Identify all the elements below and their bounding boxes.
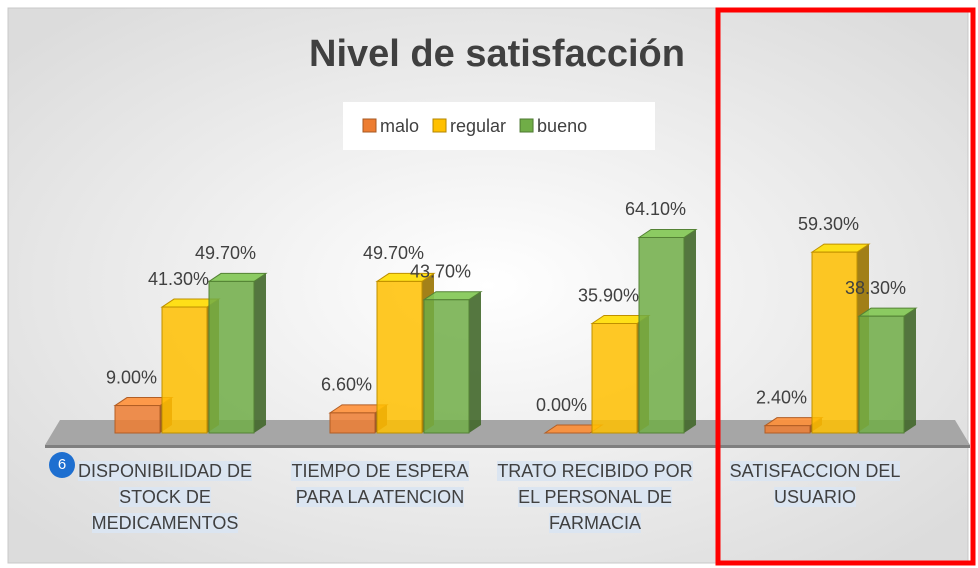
- value-label: 49.70%: [363, 243, 424, 263]
- value-label: 2.40%: [756, 387, 807, 407]
- floor: [45, 420, 970, 445]
- value-label: 43.70%: [410, 261, 471, 281]
- value-label: 9.00%: [106, 367, 157, 387]
- legend-swatch: [519, 118, 534, 133]
- bar-front: [161, 306, 208, 434]
- bar-front: [764, 425, 811, 434]
- bars: [113, 228, 918, 434]
- x-tick-label: DISPONIBILIDAD DE STOCK DE MEDICAMENTOS: [65, 458, 265, 536]
- bar-front: [423, 299, 470, 434]
- legend-label: malo: [380, 116, 419, 136]
- legend-box: [343, 102, 655, 150]
- x-tick-label: TIEMPO DE ESPERA PARA LA ATENCION: [280, 458, 480, 510]
- chart-title: Nivel de satisfacción: [309, 33, 685, 75]
- legend-swatch: [362, 118, 377, 133]
- legend-label: bueno: [537, 116, 587, 136]
- bar-front: [858, 315, 905, 434]
- bar: [422, 291, 483, 434]
- badge: 6: [49, 452, 75, 478]
- bar-side: [254, 273, 266, 433]
- bar-side: [469, 291, 481, 433]
- value-label: 35.90%: [578, 285, 639, 305]
- bar-side: [684, 229, 696, 433]
- value-label: 6.60%: [321, 375, 372, 395]
- bar-side: [904, 308, 916, 433]
- bar: [207, 272, 268, 434]
- bar-front: [591, 323, 638, 434]
- value-label: 0.00%: [536, 395, 587, 415]
- bar: [637, 228, 698, 434]
- bar-front: [329, 412, 376, 434]
- x-tick-text: TIEMPO DE ESPERA PARA LA ATENCION: [291, 461, 469, 507]
- bar-front: [376, 280, 423, 434]
- highlight-box: [715, 7, 976, 566]
- bar: [857, 307, 918, 434]
- value-label: 41.30%: [148, 269, 209, 289]
- x-tick-label: SATISFACCION DEL USUARIO: [715, 458, 915, 510]
- bar-front: [114, 405, 161, 434]
- x-tick-label: TRATO RECIBIDO POR EL PERSONAL DE FARMAC…: [495, 458, 695, 536]
- bar-front: [208, 280, 255, 434]
- x-tick-text: TRATO RECIBIDO POR EL PERSONAL DE FARMAC…: [497, 461, 693, 533]
- value-label: 38.30%: [845, 278, 906, 298]
- floor-edge: [45, 445, 970, 448]
- bar-front: [811, 251, 858, 434]
- x-tick-text: SATISFACCION DEL USUARIO: [729, 461, 901, 507]
- legend-swatch: [432, 118, 447, 133]
- value-label: 49.70%: [195, 243, 256, 263]
- x-tick-text: DISPONIBILIDAD DE STOCK DE MEDICAMENTOS: [77, 461, 253, 533]
- value-label: 59.30%: [798, 214, 859, 234]
- bar-front: [638, 236, 685, 434]
- value-label: 64.10%: [625, 199, 686, 219]
- legend-label: regular: [450, 116, 506, 136]
